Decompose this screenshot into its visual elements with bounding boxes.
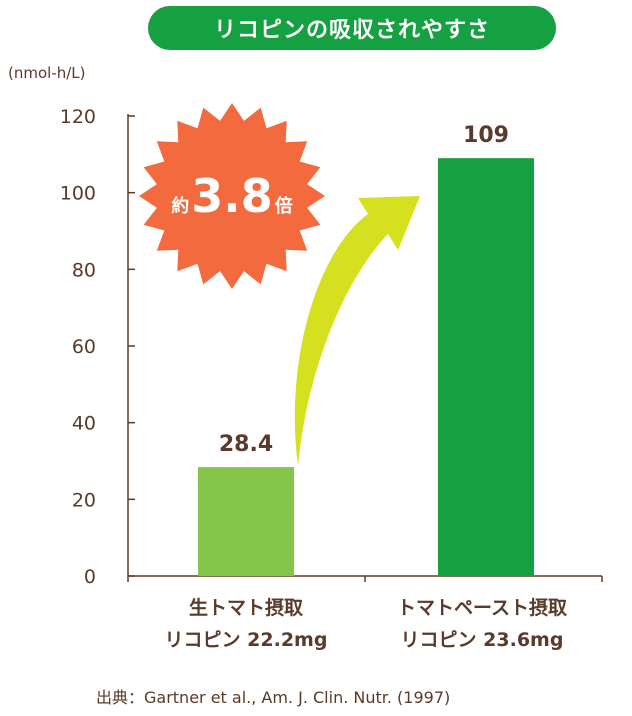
category-label-raw-tomato: 生トマト摂取 リコピン 22.2mg (126, 592, 366, 656)
y-tick-label: 20 (72, 489, 96, 511)
y-tick-label: 100 (60, 183, 96, 205)
source-citation: 出典：Gartner et al., Am. J. Clin. Nutr. (1… (96, 688, 451, 707)
y-axis-unit-label: (nmol-h/L) (8, 64, 86, 82)
y-tick-label: 60 (72, 336, 96, 358)
bar (438, 158, 534, 576)
category-label-line2: リコピン 23.6mg (400, 629, 564, 651)
badge-value: 3.8 (191, 169, 273, 223)
bar-value-label: 28.4 (219, 432, 273, 457)
bar (198, 467, 294, 576)
starburst-badge (139, 103, 325, 289)
category-label-line2: リコピン 22.2mg (164, 629, 328, 651)
category-label-line1: 生トマト摂取 (188, 597, 303, 619)
y-tick-label: 40 (72, 413, 96, 435)
badge-prefix: 約 (171, 195, 189, 217)
badge-text: 約3.8 倍 (171, 169, 293, 223)
category-label-tomato-paste: トマトペースト摂取 リコピン 23.6mg (362, 592, 602, 656)
y-tick-label: 120 (60, 106, 96, 128)
comparison-arrow (294, 196, 420, 466)
bar-value-label: 109 (463, 123, 509, 148)
category-label-line1: トマトペースト摂取 (396, 597, 568, 619)
chart-title: リコピンの吸収されやすさ (148, 6, 556, 50)
y-tick-label: 80 (72, 259, 96, 281)
y-tick-label: 0 (84, 566, 96, 588)
badge-suffix: 倍 (275, 195, 293, 217)
